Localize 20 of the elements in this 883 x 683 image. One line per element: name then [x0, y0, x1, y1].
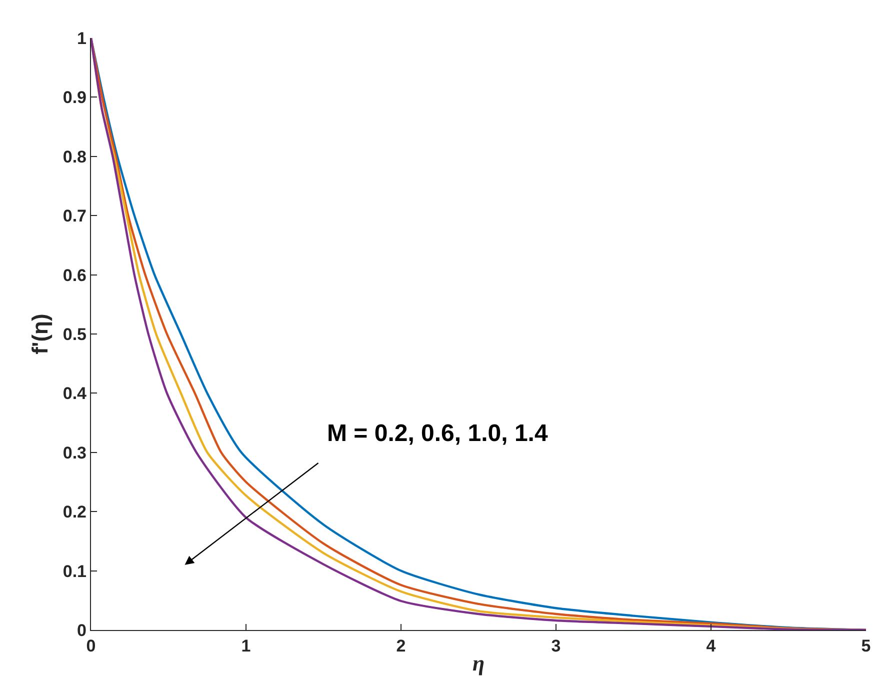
- y-axis-title: f'(η): [28, 314, 53, 354]
- y-tick-label: 0.7: [62, 206, 86, 226]
- y-tick-label: 0.9: [62, 88, 86, 108]
- annotation: M = 0.2, 0.6, 1.0, 1.4: [327, 420, 548, 447]
- line-series: [91, 38, 866, 630]
- x-tick-label: 5: [861, 636, 871, 656]
- y-tick-label: 1: [77, 28, 86, 48]
- y-tick-label: 0.1: [62, 562, 86, 581]
- x-tick-label: 1: [241, 636, 251, 656]
- y-tick-label: 0: [77, 620, 86, 640]
- y-tick-label: 0.3: [62, 443, 86, 462]
- x-tick-label: 2: [396, 636, 406, 656]
- x-tick-label: 3: [551, 636, 561, 656]
- x-axis-title: η: [472, 650, 485, 676]
- x-tick-label: 4: [706, 636, 716, 656]
- y-tick-label: 0.2: [62, 502, 86, 522]
- y-tick-label: 0.5: [62, 324, 86, 344]
- y-tick-label: 0.6: [62, 266, 86, 285]
- y-tick-label: 0.8: [62, 147, 86, 166]
- y-tick-label: 0.4: [62, 384, 88, 404]
